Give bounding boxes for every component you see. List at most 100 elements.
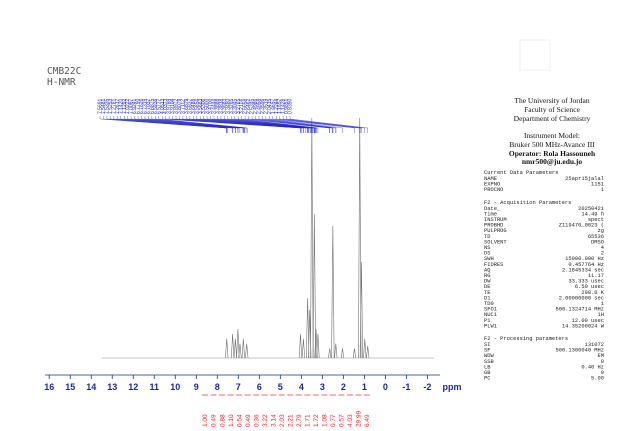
param-section-title: Current Data Parameters (484, 170, 558, 176)
param-value: 14.35200024 W (562, 323, 605, 329)
faculty: Faculty of Science (524, 105, 580, 114)
param-section-title: F2 - Processing parameters (484, 336, 568, 342)
peak-label: 3.7112 (181, 99, 187, 114)
param-value: 2.00000000 sec (559, 295, 604, 301)
peak-label: 3.3045 (232, 98, 238, 114)
param-value: 4 (601, 245, 604, 251)
peak-leader (269, 116, 343, 133)
logo-frame (519, 39, 551, 71)
integral-label: 0.36 (253, 414, 260, 427)
peak-label: 3.8972 (174, 98, 180, 114)
peak-label: 3.2114 (239, 99, 245, 114)
peak (358, 117, 362, 359)
param-value: 1 (601, 187, 604, 193)
peak (231, 333, 235, 359)
peak-label: 7.2781 (111, 98, 117, 114)
peak-label: 2.6462 (246, 98, 252, 114)
x-tick-label: 0 (383, 382, 388, 392)
param-value: 0 (601, 359, 604, 365)
x-tick-label: 10 (170, 382, 180, 392)
param-value: 0.40 Hz (581, 364, 604, 370)
peak-leader (158, 116, 248, 133)
integral-label: 3.22 (262, 414, 269, 427)
param-name: FIDRES (484, 262, 503, 268)
peak-label: 2.3596 (260, 98, 266, 114)
peak-label: 2.4986 (253, 98, 259, 114)
integral-label: 1.71 (305, 414, 312, 427)
peak-leader (238, 116, 317, 133)
param-name: NAME (484, 176, 497, 182)
peak-leader (179, 116, 306, 133)
integral-label: 1.10 (228, 414, 235, 427)
peak (334, 343, 338, 359)
integral-label: 3.14 (270, 414, 277, 427)
peak-label: 3.4444 (212, 98, 218, 114)
param-name: WDW (484, 353, 494, 359)
peak (340, 348, 345, 359)
peak-leader (213, 116, 314, 133)
x-tick-label: -2 (423, 382, 431, 392)
param-name: PLW1 (484, 323, 497, 329)
x-tick-label: 16 (44, 382, 54, 392)
x-tick-label: 3 (320, 382, 325, 392)
param-value: 2.1845334 sec (562, 267, 604, 273)
param-value: 1 (601, 301, 604, 307)
param-value: spect (588, 217, 604, 223)
peak-leader (224, 116, 315, 133)
peak-leader (248, 116, 330, 133)
integral-label: 2.21 (287, 414, 294, 427)
param-value: 12.00 usec (572, 318, 604, 324)
peak-leader (134, 116, 241, 133)
param-value: 298.0 K (581, 290, 604, 296)
param-name: PROBHD (484, 223, 503, 229)
param-value: 65536 (588, 234, 604, 240)
param-name: D1 (484, 295, 490, 301)
param-value: Z119470_0023 ( (559, 223, 604, 229)
integral-label: 0.88 (219, 414, 226, 427)
param-name: SSB (484, 359, 494, 365)
param-value: 25apr15jalal (565, 176, 604, 182)
integral-label: 6.49 (364, 414, 371, 427)
x-axis-label: ppm (443, 382, 462, 392)
peak-leader (258, 116, 334, 133)
integral-label: 0.49 (211, 414, 218, 427)
param-name: SWH (484, 256, 494, 262)
instrument-model: Bruker 500 MHz-Avance III (509, 140, 595, 149)
peak-leader (148, 116, 245, 133)
peak-label: 7.5481 (101, 98, 107, 114)
peak-leader (289, 116, 368, 133)
peak-label: 3.3683 (222, 98, 228, 114)
peak-leader (124, 116, 236, 133)
param-name: P1 (484, 318, 490, 324)
peak (331, 225, 335, 359)
x-tick-label: 13 (107, 382, 117, 392)
peak-leader (241, 116, 319, 133)
peak-leader (155, 116, 248, 133)
department: Department of Chemistry (514, 114, 591, 123)
param-name: TE (484, 290, 490, 296)
param-value: zg (598, 228, 604, 234)
peak-label: 7.2617 (115, 98, 121, 114)
x-tick-label: 12 (128, 382, 138, 392)
peak (312, 213, 316, 359)
x-tick-label: -1 (402, 382, 410, 392)
x-tick-label: 2 (341, 382, 346, 392)
peak-label: 7.0222 (125, 98, 131, 114)
param-name: INSTRUM (484, 217, 507, 223)
param-name: EXPNO (484, 182, 500, 188)
param-name: NS (484, 245, 490, 251)
peak-label: 3.4700 (208, 98, 214, 114)
param-name: RG (484, 273, 490, 279)
peak-label: 4.0373 (163, 98, 169, 114)
peak-leader (251, 116, 333, 133)
param-value: 1151 (591, 182, 604, 188)
param-name: PROCNO (484, 187, 503, 193)
integral-label: 0.57 (339, 414, 346, 427)
param-name: Time (484, 211, 497, 217)
peak-label: 3.5683 (198, 98, 204, 114)
param-value: 11.17 (588, 273, 604, 279)
peak-leader (210, 116, 313, 133)
peak-label: 3.3818 (219, 98, 225, 114)
peak-leader (286, 116, 365, 133)
peak-label: 3.2765 (236, 98, 242, 114)
